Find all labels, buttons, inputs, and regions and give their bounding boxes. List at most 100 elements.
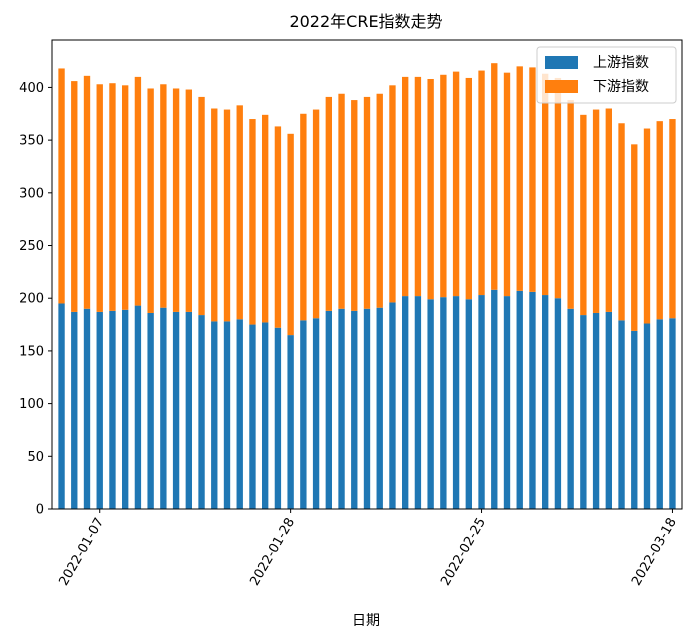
bar-upstream (389, 302, 396, 509)
chart-title: 2022年CRE指数走势 (289, 12, 442, 31)
y-tick-label: 250 (19, 239, 44, 254)
bar-upstream (440, 297, 447, 509)
bar-upstream (185, 311, 192, 509)
bar-upstream (402, 296, 409, 509)
bar-upstream (605, 311, 612, 509)
bar-downstream (516, 66, 523, 291)
bar-upstream (618, 320, 625, 509)
bar-downstream (223, 109, 231, 322)
bar-upstream (631, 330, 638, 509)
bar-upstream (172, 311, 180, 509)
bar-downstream (300, 113, 307, 321)
bar-upstream (96, 311, 103, 509)
bar-upstream (83, 308, 91, 509)
legend-label: 上游指数 (593, 55, 649, 71)
bar-downstream (185, 89, 192, 312)
bar-upstream (580, 315, 587, 509)
y-tick-label: 0 (36, 503, 44, 518)
bar-downstream (312, 109, 320, 319)
bar-downstream (147, 88, 154, 313)
bar-upstream (211, 321, 218, 509)
bar-upstream (656, 319, 663, 509)
bar-downstream (236, 105, 243, 320)
bar-downstream (363, 96, 371, 309)
bar-downstream (592, 109, 600, 313)
bar-upstream (134, 305, 142, 509)
bar-downstream (567, 100, 574, 309)
y-tick-label: 150 (19, 344, 44, 359)
y-tick-label: 300 (19, 186, 44, 201)
bar-downstream (262, 114, 269, 323)
bar-downstream (452, 71, 460, 297)
bar-downstream (554, 77, 562, 299)
bar-upstream (414, 296, 422, 509)
bar-upstream (249, 324, 256, 509)
bar-downstream (109, 83, 116, 311)
bar-upstream (465, 299, 472, 509)
bar-downstream (542, 73, 549, 296)
bar-downstream (605, 108, 612, 312)
bar-upstream (503, 296, 511, 509)
bar-downstream (643, 128, 651, 324)
y-axis: 0 50 100 150 200 250 300 350 400 (19, 81, 52, 518)
bar-downstream (478, 70, 485, 296)
bar-downstream (656, 121, 663, 320)
bar-upstream (376, 307, 383, 509)
bar-downstream (274, 126, 282, 328)
bar-upstream (71, 311, 78, 509)
legend-swatch (545, 56, 578, 69)
bar-downstream (351, 100, 358, 311)
bars-group (58, 63, 676, 509)
bar-downstream (491, 63, 498, 290)
bar-downstream (211, 108, 218, 322)
bar-upstream (478, 295, 485, 509)
bar-downstream (503, 72, 511, 297)
bar-downstream (338, 93, 345, 309)
bar-upstream (567, 308, 574, 509)
bar-upstream (236, 319, 243, 509)
bar-upstream (198, 315, 205, 509)
bar-downstream (580, 114, 587, 316)
bar-upstream (669, 318, 676, 509)
bar-upstream (554, 298, 562, 509)
bar-upstream (592, 312, 600, 509)
bar-downstream (631, 144, 638, 331)
bar-upstream (122, 309, 129, 509)
bar-downstream (122, 85, 129, 310)
bar-upstream (262, 322, 269, 509)
bar-downstream (669, 119, 676, 319)
y-tick-label: 400 (19, 81, 44, 96)
bar-upstream (363, 308, 371, 509)
y-tick-label: 350 (19, 134, 44, 149)
bar-downstream (402, 76, 409, 297)
plot-frame (51, 39, 683, 510)
bar-upstream (529, 291, 536, 509)
bar-downstream (427, 78, 434, 300)
bar-downstream (83, 75, 91, 309)
legend-swatch (545, 80, 578, 93)
bar-downstream (198, 96, 205, 316)
bar-upstream (338, 308, 345, 509)
y-tick-label: 50 (27, 450, 44, 465)
bar-upstream (300, 320, 307, 509)
bar-downstream (618, 123, 625, 321)
bar-upstream (351, 310, 358, 509)
bar-upstream (325, 310, 332, 509)
bar-upstream (427, 299, 434, 509)
bar-downstream (465, 77, 472, 300)
bar-upstream (312, 318, 320, 509)
bar-upstream (160, 307, 167, 509)
bar-upstream (542, 295, 549, 509)
bar-downstream (287, 133, 294, 336)
bar-upstream (147, 312, 154, 509)
bar-downstream (134, 76, 142, 306)
bar-downstream (172, 88, 180, 312)
bar-downstream (58, 68, 65, 304)
bar-downstream (389, 85, 396, 303)
y-tick-label: 100 (19, 397, 44, 412)
bar-downstream (325, 96, 332, 311)
x-axis-title: 日期 (352, 613, 380, 629)
bar-downstream (96, 84, 103, 312)
bar-downstream (160, 84, 167, 308)
